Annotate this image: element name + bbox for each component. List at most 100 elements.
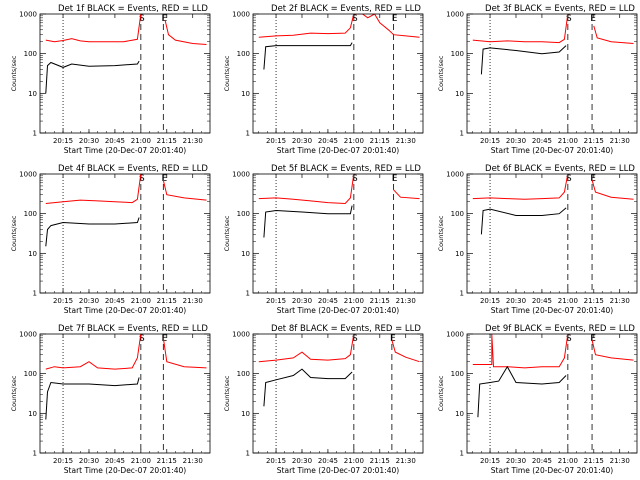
x-tick-label: 20:30 — [506, 137, 526, 145]
chart-title: Det 2f BLACK = Events, RED = LLD — [271, 4, 421, 14]
x-tick-label: 21:30 — [396, 457, 416, 465]
y-tick-label: 1000 — [19, 11, 37, 19]
x-tick-label: 21:15 — [370, 457, 390, 465]
plot-frame — [466, 333, 638, 454]
x-tick-label: 21:30 — [183, 137, 203, 145]
x-axis-label: Start Time (20-Dec-07 20:01:40) — [491, 306, 613, 315]
y-tick-label: 1 — [33, 450, 37, 458]
x-axis-label: Start Time (20-Dec-07 20:01:40) — [64, 306, 186, 315]
y-tick-label: 1000 — [232, 11, 250, 19]
marker-label: E — [392, 174, 398, 184]
x-tick-label: 20:45 — [105, 297, 125, 305]
y-tick-label: 10 — [241, 250, 250, 258]
x-tick-label: 20:30 — [292, 137, 312, 145]
x-tick-label: 20:15 — [480, 457, 500, 465]
x-tick-label: 21:15 — [584, 137, 604, 145]
marker-label: S — [139, 334, 145, 344]
y-tick-label: 10 — [455, 90, 464, 98]
y-tick-label: 1 — [246, 130, 250, 138]
x-tick-label: 20:15 — [266, 297, 286, 305]
events-series-line — [45, 377, 140, 420]
y-axis-label: Counts/sec — [437, 55, 445, 91]
x-tick-label: 20:45 — [318, 297, 338, 305]
marker-label: E — [590, 334, 596, 344]
y-tick-label: 100 — [451, 50, 464, 58]
chart-panel-5: Det 5f BLACK = Events, RED = LLD Counts/s… — [223, 164, 424, 315]
x-tick-label: 20:45 — [532, 457, 552, 465]
marker-label: S — [139, 14, 145, 24]
x-tick-label: 21:15 — [157, 297, 177, 305]
x-tick-label: 20:15 — [53, 297, 73, 305]
y-tick-label: 1000 — [446, 171, 464, 179]
plot-frame — [252, 13, 424, 134]
lld-series-line — [472, 334, 634, 369]
y-tick-label: 1 — [460, 450, 464, 458]
x-tick-label: 20:15 — [53, 137, 73, 145]
x-tick-label: 20:45 — [318, 137, 338, 145]
events-series-line — [480, 45, 567, 75]
chart-title: Det 5f BLACK = Events, RED = LLD — [271, 164, 421, 174]
chart-panel-6: Det 6f BLACK = Events, RED = LLD Counts/s… — [437, 164, 638, 315]
x-tick-label: 21:15 — [370, 137, 390, 145]
y-tick-label: 10 — [455, 410, 464, 418]
lld-series-line — [472, 14, 634, 44]
x-axis-label: Start Time (20-Dec-07 20:01:40) — [64, 466, 186, 475]
y-tick-label: 10 — [28, 250, 37, 258]
x-tick-label: 21:00 — [558, 297, 578, 305]
y-tick-label: 10 — [28, 90, 37, 98]
y-tick-label: 1000 — [19, 171, 37, 179]
y-tick-label: 1000 — [19, 331, 37, 339]
events-series-line — [45, 60, 140, 94]
y-tick-label: 100 — [451, 210, 464, 218]
chart-panel-8: Det 8f BLACK = Events, RED = LLD Counts/s… — [223, 324, 424, 475]
marker-label: E — [161, 14, 167, 24]
y-tick-label: 10 — [455, 250, 464, 258]
x-tick-label: 20:30 — [79, 297, 99, 305]
y-tick-label: 1000 — [446, 331, 464, 339]
x-tick-label: 20:15 — [480, 137, 500, 145]
x-tick-label: 21:15 — [370, 297, 390, 305]
y-tick-label: 1000 — [446, 11, 464, 19]
x-axis-label: Start Time (20-Dec-07 20:01:40) — [277, 466, 399, 475]
x-tick-label: 21:30 — [610, 297, 630, 305]
x-tick-label: 20:30 — [292, 457, 312, 465]
y-tick-label: 100 — [451, 370, 464, 378]
lld-series-line — [258, 14, 420, 38]
plot-frame — [39, 333, 211, 454]
x-tick-label: 21:30 — [396, 137, 416, 145]
y-tick-label: 100 — [24, 370, 37, 378]
plot-frame — [39, 13, 211, 134]
chart-title: Det 7f BLACK = Events, RED = LLD — [58, 324, 208, 334]
x-axis-label: Start Time (20-Dec-07 20:01:40) — [491, 146, 613, 155]
y-axis-label: Counts/sec — [437, 215, 445, 251]
chart-panel-3: Det 3f BLACK = Events, RED = LLD Counts/s… — [437, 4, 638, 155]
x-tick-label: 21:00 — [558, 457, 578, 465]
events-series-line — [263, 368, 353, 407]
x-tick-label: 21:30 — [610, 457, 630, 465]
x-tick-label: 20:45 — [532, 137, 552, 145]
plot-frame — [466, 13, 638, 134]
plot-frame — [252, 333, 424, 454]
y-tick-label: 1 — [33, 290, 37, 298]
x-tick-label: 20:15 — [53, 457, 73, 465]
y-axis-label: Counts/sec — [223, 375, 231, 411]
chart-panel-2: Det 2f BLACK = Events, RED = LLD Counts/s… — [223, 4, 424, 155]
marker-label: S — [566, 174, 572, 184]
y-tick-label: 10 — [28, 410, 37, 418]
y-axis-label: Counts/sec — [10, 215, 18, 251]
x-tick-label: 21:15 — [157, 457, 177, 465]
x-tick-label: 20:15 — [266, 137, 286, 145]
x-tick-label: 20:30 — [292, 297, 312, 305]
y-axis-label: Counts/sec — [10, 55, 18, 91]
x-tick-label: 20:30 — [79, 137, 99, 145]
lld-series-line — [258, 174, 420, 205]
marker-label: S — [139, 174, 145, 184]
events-series-line — [480, 207, 567, 235]
y-tick-label: 1 — [460, 290, 464, 298]
y-axis-label: Counts/sec — [223, 215, 231, 251]
x-tick-label: 21:30 — [396, 297, 416, 305]
y-tick-label: 10 — [241, 410, 250, 418]
marker-label: S — [352, 174, 358, 184]
y-tick-label: 100 — [24, 210, 37, 218]
